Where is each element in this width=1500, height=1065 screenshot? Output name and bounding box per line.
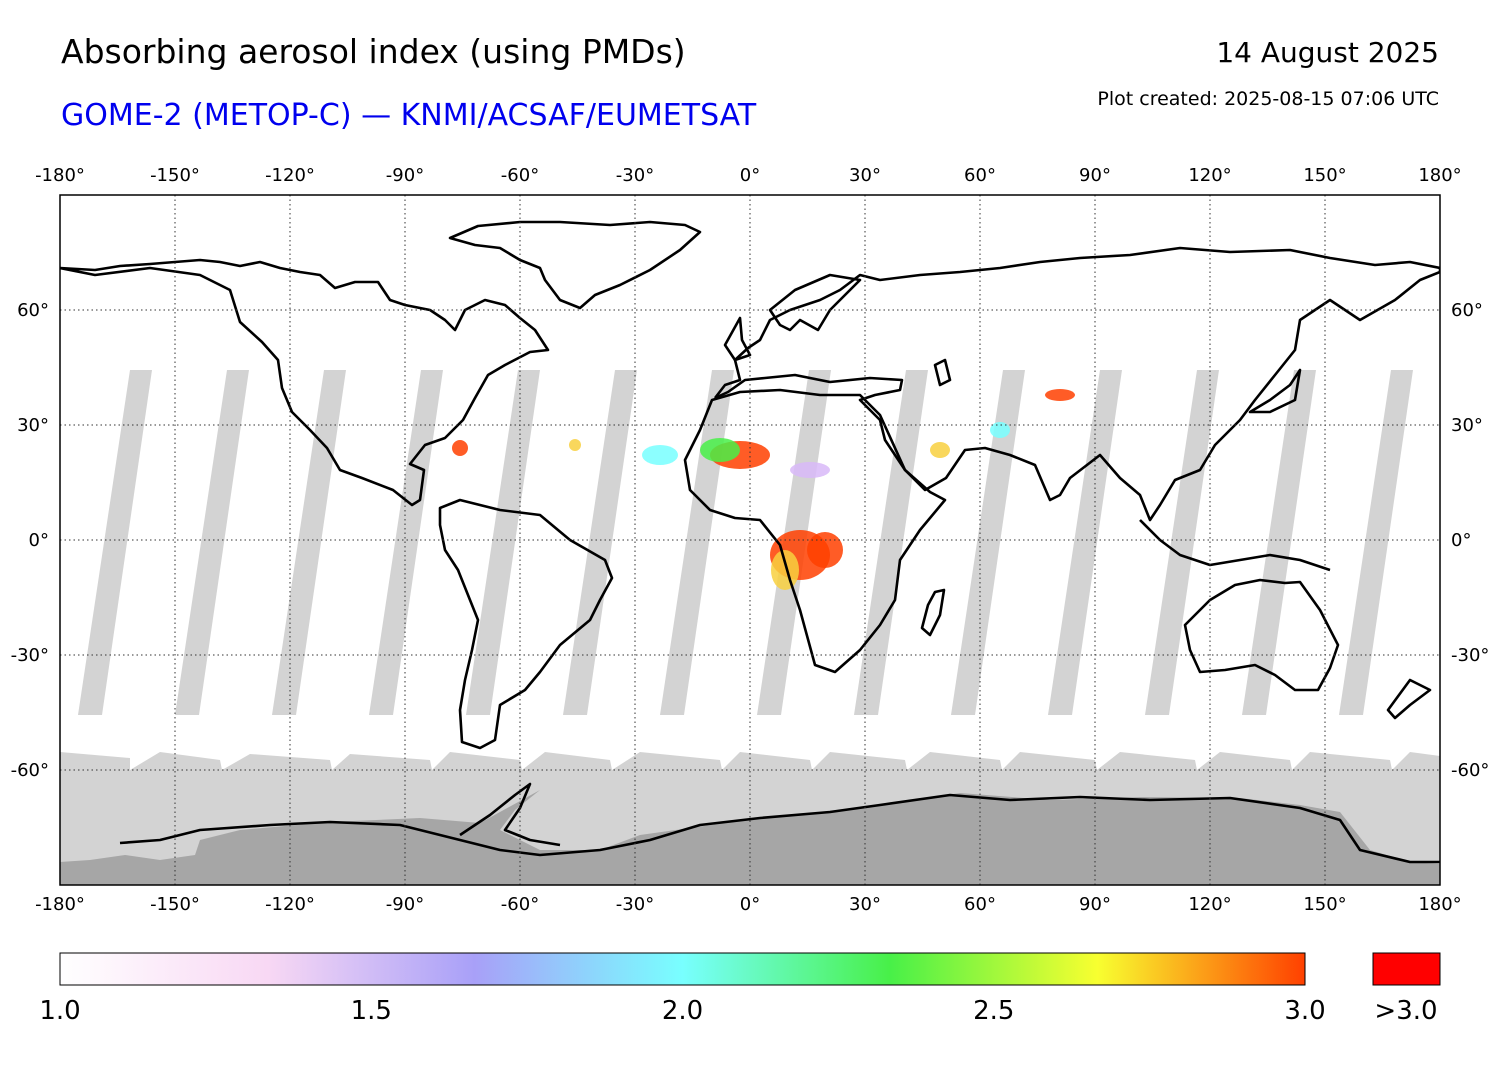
coastline-africa xyxy=(683,388,947,674)
plot-created-timestamp: Plot created: 2025-08-15 07:06 UTC xyxy=(1097,88,1439,110)
orbit-gap-swath xyxy=(854,370,928,715)
longitude-tick-label: -90° xyxy=(386,894,424,915)
orbit-gap-swath xyxy=(951,370,1025,715)
map-subtitle: GOME-2 (METOP-C) — KNMI/ACSAF/EUMETSAT xyxy=(61,98,757,133)
longitude-tick-label: 30° xyxy=(849,894,881,915)
longitude-tick-label: 0° xyxy=(740,165,760,186)
longitude-tick-label: 60° xyxy=(964,165,996,186)
map-title: Absorbing aerosol index (using PMDs) xyxy=(61,32,686,71)
colorbar-tick-label: 1.5 xyxy=(350,996,392,1026)
longitude-tick-label: 60° xyxy=(964,894,996,915)
orbit-gap-swath xyxy=(1339,370,1413,715)
coastline-eurasia xyxy=(713,246,1440,522)
orbit-gap-swath xyxy=(466,370,540,715)
longitude-tick-label: 180° xyxy=(1418,894,1461,915)
aerosol-index-patches xyxy=(452,389,1075,590)
longitude-tick-label: 0° xyxy=(740,894,760,915)
latitude-tick-label-right: -60° xyxy=(1451,760,1489,781)
longitude-tick-label: 150° xyxy=(1303,165,1346,186)
coastline-north-america xyxy=(60,258,550,507)
orbit-gap-swath xyxy=(369,370,443,715)
longitude-tick-label: -30° xyxy=(616,894,654,915)
longitude-tick-label: 90° xyxy=(1079,894,1111,915)
colorbar xyxy=(59,952,1306,986)
aerosol-patch xyxy=(790,462,830,478)
coastline-madagascar xyxy=(920,588,946,637)
coastline-caspian xyxy=(933,358,952,387)
orbit-gap-swath xyxy=(1145,370,1219,715)
coastline-australia xyxy=(1183,578,1340,692)
aerosol-patch xyxy=(771,550,799,590)
aerosol-patch xyxy=(452,440,468,456)
coastline-japan xyxy=(1248,368,1302,414)
colorbar-tick-label: 3.0 xyxy=(1284,996,1326,1026)
orbit-gap-swath xyxy=(175,370,249,715)
longitude-tick-label: 30° xyxy=(849,165,881,186)
latitude-tick-label-left: 30° xyxy=(17,415,49,436)
latitude-tick-label-left: 0° xyxy=(29,530,49,551)
aerosol-patch xyxy=(569,439,581,451)
observation-date: 14 August 2025 xyxy=(1216,36,1439,69)
latitude-tick-label-left: -60° xyxy=(11,760,49,781)
latitude-tick-label-right: 60° xyxy=(1451,300,1483,321)
colorbar-tick-label: 2.5 xyxy=(973,996,1015,1026)
aerosol-patch xyxy=(990,422,1010,438)
coastline-antarctica xyxy=(119,793,1440,864)
longitude-tick-label: -150° xyxy=(150,165,200,186)
latitude-tick-label-left: 60° xyxy=(17,300,49,321)
longitude-tick-label: -30° xyxy=(616,165,654,186)
longitude-tick-label: -120° xyxy=(265,894,315,915)
colorbar-overflow-box xyxy=(1372,952,1441,986)
aerosol-patch xyxy=(700,438,740,462)
latitude-tick-label-right: 30° xyxy=(1451,415,1483,436)
longitude-tick-label: -120° xyxy=(265,165,315,186)
orbit-gap-swath xyxy=(272,370,346,715)
longitude-tick-label: -60° xyxy=(501,165,539,186)
aerosol-patch xyxy=(1045,389,1075,401)
map-frame xyxy=(59,194,1441,886)
coastline-antarctic-peninsula xyxy=(459,782,561,847)
latitude-tick-label-left: -30° xyxy=(11,645,49,666)
aerosol-patch xyxy=(930,442,950,458)
longitude-tick-label: 120° xyxy=(1188,165,1231,186)
aerosol-patch xyxy=(807,532,843,568)
longitude-tick-label: -180° xyxy=(35,894,85,915)
colorbar-tick-label: 2.0 xyxy=(661,996,704,1026)
coastline-indonesia xyxy=(1139,519,1331,572)
longitude-tick-label: -150° xyxy=(150,894,200,915)
aerosol-patch xyxy=(642,445,678,465)
longitude-tick-label: -90° xyxy=(386,165,424,186)
colorbar-overflow-label: >3.0 xyxy=(1374,996,1438,1026)
coastline-uk xyxy=(723,316,752,362)
orbit-gap-swath xyxy=(1242,370,1316,715)
longitude-tick-label: -60° xyxy=(501,894,539,915)
graticule xyxy=(60,195,1440,885)
longitude-tick-label: -180° xyxy=(35,165,85,186)
latitude-tick-label-right: 0° xyxy=(1451,530,1471,551)
longitude-tick-label: 180° xyxy=(1418,165,1461,186)
longitude-tick-label: 150° xyxy=(1303,894,1346,915)
orbit-gap-swath xyxy=(78,370,152,715)
colorbar-tick-label: 1.0 xyxy=(39,996,81,1026)
axis-tick-labels: -180° -180° -150° -150° -120° -120° -90° -90° -6… xyxy=(11,165,1490,915)
coastline-new-zealand xyxy=(1386,678,1432,720)
longitude-tick-label: 90° xyxy=(1079,165,1111,186)
longitude-tick-label: 120° xyxy=(1188,894,1231,915)
latitude-tick-label-right: -30° xyxy=(1451,645,1489,666)
orbit-gap-swath xyxy=(1048,370,1122,715)
